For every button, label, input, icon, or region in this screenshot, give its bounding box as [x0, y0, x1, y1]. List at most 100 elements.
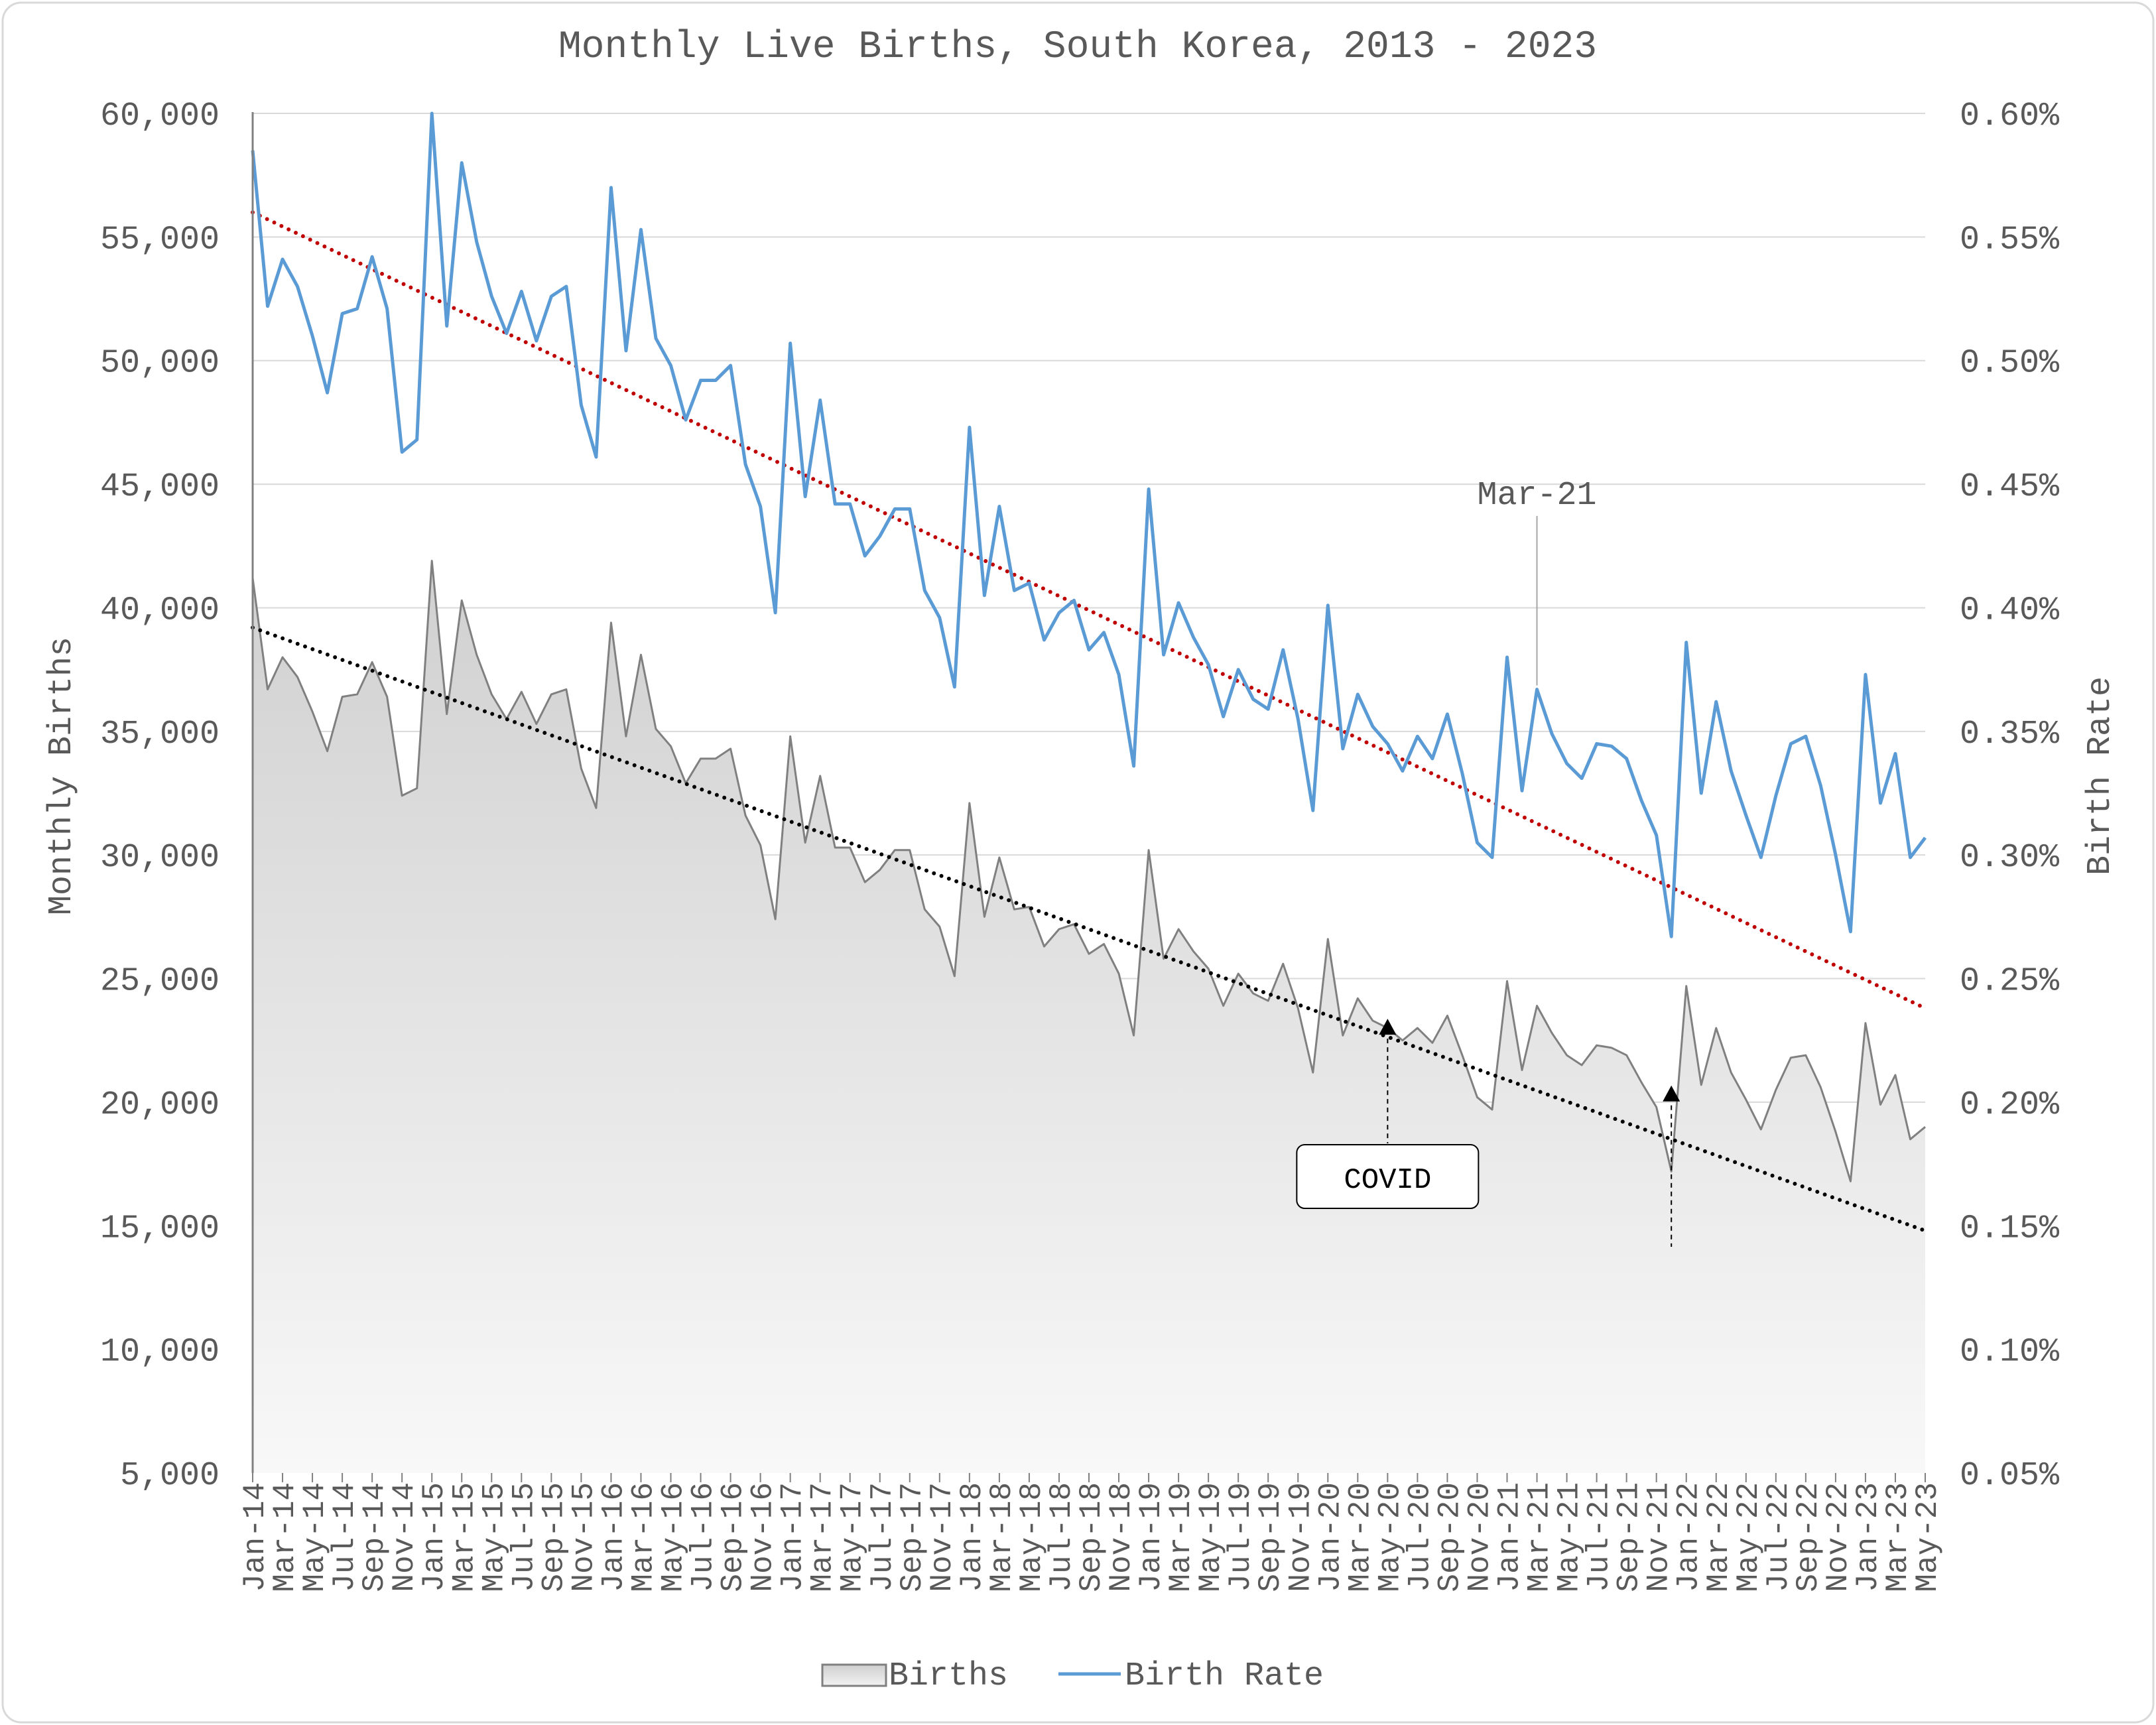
x-tick-label: May-23 [1911, 1482, 1945, 1592]
covid-marker-1 [1379, 1019, 1397, 1035]
x-tick-label: Sep-17 [895, 1482, 930, 1592]
x-tick-label: May-17 [836, 1482, 870, 1592]
x-tick-label: Jan-20 [1313, 1482, 1348, 1592]
annotations-layer: Mar-21 COVID [1296, 477, 1680, 1247]
x-tick-label: Mar-16 [627, 1482, 661, 1592]
x-tick-label: Sep-22 [1791, 1482, 1826, 1592]
x-tick-label: May-14 [298, 1482, 332, 1592]
x-tick-label: Sep-19 [1253, 1482, 1288, 1592]
right-tick-label: 0.15% [1960, 1210, 2060, 1247]
y-axis-right-label: Birth Rate [2082, 676, 2120, 875]
x-tick-label: Mar-20 [1343, 1482, 1377, 1592]
x-tick-label: Sep-20 [1432, 1482, 1467, 1592]
right-tick-label: 0.50% [1960, 345, 2060, 383]
x-tick-label: Jul-17 [865, 1482, 900, 1592]
x-tick-label: May-22 [1732, 1482, 1766, 1592]
x-tick-label: Nov-15 [566, 1482, 601, 1592]
left-tick-label: 45,000 [100, 468, 220, 506]
right-tick-label: 0.35% [1960, 716, 2060, 753]
covid-marker-2 [1663, 1085, 1680, 1102]
right-tick-label: 0.25% [1960, 963, 2060, 1001]
covid-callout-box [1296, 1144, 1480, 1209]
x-tick-label: Jul-20 [1403, 1482, 1437, 1592]
x-tick-label: Jan-14 [238, 1482, 273, 1592]
x-tick-label: Jan-16 [596, 1482, 631, 1592]
x-tick-label: Mar-15 [447, 1482, 481, 1592]
left-tick-label: 50,000 [100, 345, 220, 383]
axes-layer [251, 112, 1926, 1482]
right-tick-label: 0.10% [1960, 1334, 2060, 1372]
x-tick-label: Sep-21 [1612, 1482, 1647, 1592]
x-tick-label: Jul-16 [686, 1482, 721, 1592]
x-tick-label: Jan-23 [1851, 1482, 1885, 1592]
x-tick-label: Sep-18 [1074, 1482, 1109, 1592]
x-tick-label: Jan-21 [1493, 1482, 1527, 1592]
x-tick-label: Jul-18 [1045, 1482, 1079, 1592]
x-tick-label: Mar-18 [985, 1482, 1019, 1592]
birth-rate-line-layer [251, 111, 1927, 938]
left-tick-label: 10,000 [100, 1334, 220, 1372]
legend-birth-rate-label: Birth Rate [1125, 1657, 1324, 1695]
left-tick-label: 30,000 [100, 839, 220, 877]
left-tick-label: 20,000 [100, 1086, 220, 1124]
x-tick-label: Jan-18 [955, 1482, 989, 1592]
x-tick-label: Sep-16 [716, 1482, 751, 1592]
right-tick-label: 0.55% [1960, 221, 2060, 259]
x-tick-label: May-19 [1194, 1482, 1228, 1592]
right-tick-label: 0.30% [1960, 839, 2060, 877]
left-tick-label: 35,000 [100, 716, 220, 753]
x-tick-label: Mar-14 [268, 1482, 302, 1592]
births-area-layer [251, 560, 1926, 1473]
birth-rate-trendline [251, 210, 1927, 1011]
trendlines-layer [251, 210, 1927, 1233]
x-tick-label: Mar-19 [1164, 1482, 1198, 1592]
left-tick-label: 60,000 [100, 97, 220, 135]
x-tick-label: Jul-22 [1761, 1482, 1796, 1592]
x-tick-label: May-21 [1553, 1482, 1587, 1592]
x-tick-label: Nov-16 [746, 1482, 781, 1592]
x-tick-label: Sep-15 [537, 1482, 571, 1592]
x-tick-label: May-18 [1015, 1482, 1049, 1592]
x-tick-label: Sep-14 [357, 1482, 392, 1592]
left-tick-label: 5,000 [120, 1457, 220, 1495]
right-tick-label: 0.05% [1960, 1457, 2060, 1495]
legend-births-swatch [821, 1663, 887, 1687]
covid-callout-label: COVID [1344, 1164, 1431, 1197]
annotation-mar-21-label: Mar-21 [1478, 477, 1597, 515]
birth-rate-line [251, 111, 1927, 938]
y-axis-left-label: Monthly Births [43, 637, 81, 915]
x-tick-label: Jan-19 [1134, 1482, 1169, 1592]
x-tick-label: Jul-21 [1582, 1482, 1617, 1592]
x-tick-label: Nov-20 [1463, 1482, 1497, 1592]
x-tick-label: Jul-14 [328, 1482, 362, 1592]
left-tick-label: 15,000 [100, 1210, 220, 1247]
left-tick-label: 25,000 [100, 963, 220, 1001]
x-tick-label: Nov-22 [1821, 1482, 1856, 1592]
x-tick-label: Nov-19 [1283, 1482, 1318, 1592]
left-axis-tick-labels: 5,000 10,000 15,000 20,000 25,000 30,000 35,00… [100, 97, 220, 1495]
x-tick-label: Mar-21 [1523, 1482, 1557, 1592]
legend-births-label: Births [889, 1657, 1008, 1695]
left-tick-label: 55,000 [100, 221, 220, 259]
x-tick-label: Nov-21 [1642, 1482, 1677, 1592]
x-tick-label: Nov-14 [387, 1482, 422, 1592]
x-tick-label: May-15 [477, 1482, 511, 1592]
x-tick-label: Jan-15 [417, 1482, 452, 1592]
right-tick-label: 0.20% [1960, 1086, 2060, 1124]
x-tick-label: Jul-19 [1224, 1482, 1258, 1592]
x-axis-tick-labels: Jan-14Mar-14May-14Jul-14Sep-14Nov-14Jan-… [238, 1482, 1945, 1592]
chart-title: Monthly Live Births, South Korea, 2013 -… [558, 26, 1597, 69]
x-tick-label: Jul-15 [507, 1482, 541, 1592]
x-tick-label: Jan-17 [776, 1482, 810, 1592]
right-tick-label: 0.60% [1960, 97, 2060, 135]
legend: Births Birth Rate [821, 1657, 1324, 1695]
births-trendline [251, 625, 1927, 1233]
left-tick-label: 40,000 [100, 592, 220, 629]
x-tick-label: Mar-22 [1702, 1482, 1736, 1592]
x-tick-label: Nov-18 [1104, 1482, 1139, 1592]
x-tick-label: Mar-23 [1881, 1482, 1915, 1592]
x-tick-label: May-16 [657, 1482, 691, 1592]
right-tick-label: 0.45% [1960, 468, 2060, 506]
right-axis-tick-labels: 0.05% 0.10% 0.15% 0.20% 0.25% 0.30% 0.35% 0.40%… [1960, 97, 2060, 1495]
x-tick-label: Nov-17 [925, 1482, 960, 1592]
